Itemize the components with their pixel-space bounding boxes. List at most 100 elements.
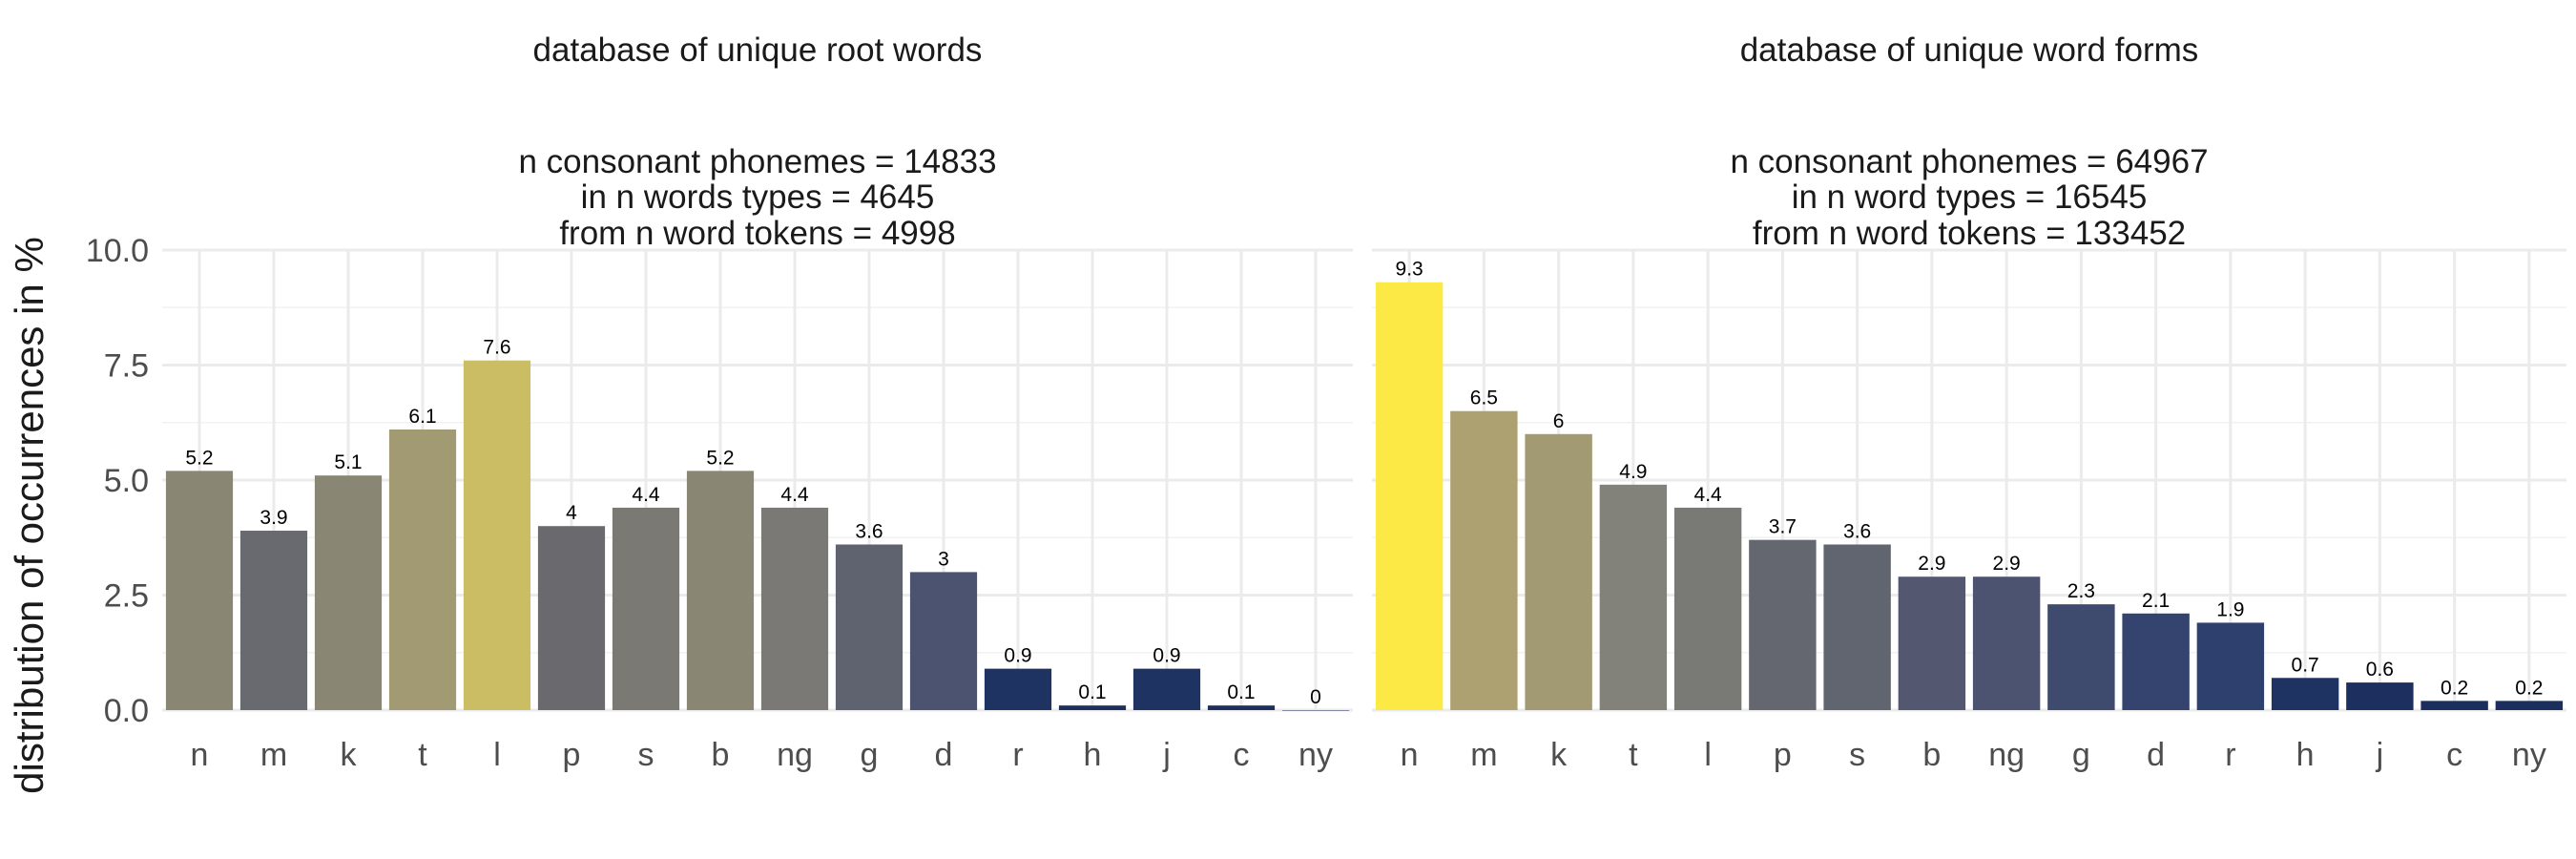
x-tick-label: c xyxy=(1234,737,1250,773)
bar-k xyxy=(314,475,383,710)
y-axis-label: distribution of occurrences in % xyxy=(7,237,52,794)
bar-r xyxy=(2196,622,2265,710)
x-tick-label: s xyxy=(638,737,654,773)
panel-title-line: database of unique word forms xyxy=(1740,31,2199,69)
data-label: 5.2 xyxy=(185,447,213,469)
bar-ng xyxy=(1972,576,2041,710)
x-tick-label: j xyxy=(1162,737,1171,773)
data-label: 3.6 xyxy=(1843,520,1871,542)
bar-h xyxy=(2271,678,2339,710)
x-tick-label: d xyxy=(935,737,953,773)
bar-l xyxy=(463,360,531,710)
x-tick-label: m xyxy=(1470,737,1497,773)
data-label: 5.1 xyxy=(334,451,362,473)
data-label: 3.7 xyxy=(1769,516,1797,538)
bar-c xyxy=(2420,701,2488,710)
bar-ny xyxy=(1281,710,1350,711)
data-label: 0.6 xyxy=(2366,659,2394,681)
data-label: 4.9 xyxy=(1619,461,1647,483)
y-tick-label: 5.0 xyxy=(104,463,149,499)
data-label: 2.1 xyxy=(2142,590,2170,612)
bar-l xyxy=(1673,507,1742,710)
data-label: 6 xyxy=(1553,410,1565,432)
bar-n xyxy=(1375,282,1444,710)
y-tick-label: 0.0 xyxy=(104,693,149,729)
x-tick-label: s xyxy=(1849,737,1865,773)
bar-d xyxy=(909,572,978,710)
data-label: 0.2 xyxy=(2515,677,2543,699)
data-label: 0.9 xyxy=(1153,645,1180,667)
bar-b xyxy=(1898,576,1966,710)
x-tick-label: r xyxy=(2225,737,2235,773)
x-tick-label: b xyxy=(712,737,730,773)
x-tick-label: ng xyxy=(777,737,813,773)
x-tick-label: t xyxy=(1629,737,1638,773)
y-tick-label: 2.5 xyxy=(104,578,149,615)
x-tick-label: h xyxy=(1084,737,1102,773)
x-tick-label: c xyxy=(2446,737,2462,773)
bar-d xyxy=(2122,613,2190,710)
data-label: 6.5 xyxy=(1470,388,1498,409)
panel-title-line: from n word tokens = 133452 xyxy=(1753,215,2186,252)
data-label: 5.2 xyxy=(706,447,734,469)
bar-ny xyxy=(2495,701,2564,710)
x-tick-label: k xyxy=(1550,737,1568,773)
bar-s xyxy=(1823,544,1891,710)
x-tick-label: l xyxy=(1704,737,1712,773)
data-label: 0 xyxy=(1310,686,1321,708)
x-tick-label: h xyxy=(2296,737,2315,773)
x-tick-label: g xyxy=(861,737,879,773)
x-tick-label: n xyxy=(1401,737,1419,773)
panel-title-line: n consonant phonemes = 14833 xyxy=(518,143,996,180)
x-tick-label: m xyxy=(260,737,287,773)
data-label: 4.4 xyxy=(632,484,660,506)
bar-j xyxy=(2346,682,2414,710)
panel-title-line: in n words types = 4645 xyxy=(581,178,935,216)
bar-j xyxy=(1132,668,1201,710)
bar-t xyxy=(388,429,457,710)
bar-s xyxy=(612,507,680,710)
bar-b xyxy=(686,471,755,710)
panel-title-line: database of unique root words xyxy=(533,31,983,69)
data-label: 3.6 xyxy=(855,520,883,542)
panel-root-words: 0.0 2.5 5.0 7.5 10.0 5.2 n 3.9 m 5.1 k 6.1 t 7.6 l 4 p 4.… xyxy=(86,31,1353,773)
data-label: 4.4 xyxy=(1694,484,1723,506)
data-label: 0.7 xyxy=(2292,654,2319,676)
bar-c xyxy=(1207,705,1276,710)
bar-k xyxy=(1525,433,1592,710)
x-tick-label: r xyxy=(1012,737,1023,773)
y-axis-label-group: distribution of occurrences in % xyxy=(7,237,52,794)
y-tick-label: 7.5 xyxy=(104,348,149,385)
x-tick-label: ny xyxy=(1298,737,1333,773)
data-label: 0.9 xyxy=(1004,645,1031,667)
x-tick-label: ng xyxy=(1988,737,2025,773)
data-label: 7.6 xyxy=(483,337,510,359)
data-label: 0.2 xyxy=(2441,677,2468,699)
data-label: 2.9 xyxy=(1918,553,1945,575)
data-label: 4 xyxy=(566,502,577,524)
bar-g xyxy=(835,544,904,710)
x-tick-label: k xyxy=(341,737,358,773)
panel-word-forms: 9.3 n 6.5 m 6 k 4.9 t 4.4 l 3.7 p 3.6 s 2.9 b 2.9 ng 2.3 g 2… xyxy=(1372,31,2566,773)
y-tick-label: 10.0 xyxy=(86,233,149,269)
data-label: 3 xyxy=(938,548,949,570)
x-tick-label: j xyxy=(2376,737,2384,773)
x-tick-label: b xyxy=(1922,737,1941,773)
x-tick-label: l xyxy=(493,737,501,773)
x-tick-label: t xyxy=(418,737,427,773)
data-label: 9.3 xyxy=(1396,259,1423,281)
bar-m xyxy=(239,531,308,710)
bar-h xyxy=(1058,705,1127,710)
bar-p xyxy=(537,526,606,710)
data-label: 0.1 xyxy=(1227,681,1255,703)
x-tick-label: ny xyxy=(2512,737,2546,773)
data-label: 3.9 xyxy=(260,507,287,529)
data-label: 4.4 xyxy=(780,484,809,506)
bar-t xyxy=(1599,484,1668,710)
x-tick-label: d xyxy=(2147,737,2165,773)
bar-n xyxy=(165,471,234,710)
data-label: 2.3 xyxy=(2067,580,2095,602)
bar-ng xyxy=(760,507,829,710)
panel-title-line: from n word tokens = 4998 xyxy=(559,215,955,252)
